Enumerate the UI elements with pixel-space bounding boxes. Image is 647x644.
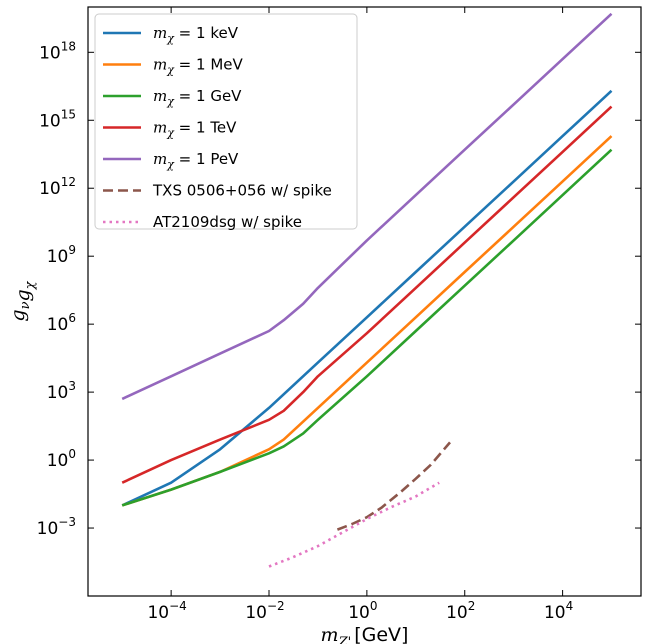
plot-marks xyxy=(121,12,613,568)
y-axis: 10−3 100 103 106 109 1012 1015 1018 xyxy=(37,39,641,539)
series-line-4 xyxy=(121,12,613,401)
y-tick-label-5: 1012 xyxy=(39,175,76,199)
x-tick-label-1: 10−2 xyxy=(245,599,284,623)
x-tick-label-0: 10−4 xyxy=(147,599,186,623)
series-line-5 xyxy=(336,441,451,531)
series-line-2 xyxy=(121,148,613,507)
x-tick-label-3: 102 xyxy=(446,599,475,623)
x-axis: 10−4 10−2 100 102 104 xyxy=(147,7,573,623)
y-tick-label-6: 1015 xyxy=(39,107,76,131)
series-line-3 xyxy=(121,105,613,484)
y-tick-label-3: 106 xyxy=(47,311,76,335)
legend-label-3: mχ = 1 TeV xyxy=(153,119,237,140)
y-axis-label: gνgχ xyxy=(7,280,38,321)
plot-frame xyxy=(87,6,642,597)
legend-box xyxy=(94,13,358,230)
legend-label-6: AT2109dsg w/ spike xyxy=(153,213,302,231)
x-axis-label: mZ' [GeV] xyxy=(321,624,409,644)
series-line-6 xyxy=(268,481,440,568)
y-tick-label-0: 10−3 xyxy=(37,515,76,539)
y-tick-label-7: 1018 xyxy=(39,39,76,63)
legend-label-0: mχ = 1 keV xyxy=(153,24,239,45)
x-tick-label-2: 100 xyxy=(348,599,377,623)
legend-label-5: TXS 0506+056 w/ spike xyxy=(152,182,332,200)
y-tick-label-4: 109 xyxy=(47,243,76,267)
legend-label-4: mχ = 1 PeV xyxy=(153,150,239,171)
series-line-0 xyxy=(121,89,613,507)
legend: mχ = 1 keV mχ = 1 MeV mχ = 1 GeV mχ = 1 TeV… xyxy=(94,13,358,231)
y-tick-label-1: 100 xyxy=(47,447,76,471)
legend-label-1: mχ = 1 MeV xyxy=(153,56,243,77)
legend-label-2: mχ = 1 GeV xyxy=(153,87,242,108)
x-tick-label-4: 104 xyxy=(544,599,573,623)
y-tick-label-2: 103 xyxy=(47,379,76,403)
